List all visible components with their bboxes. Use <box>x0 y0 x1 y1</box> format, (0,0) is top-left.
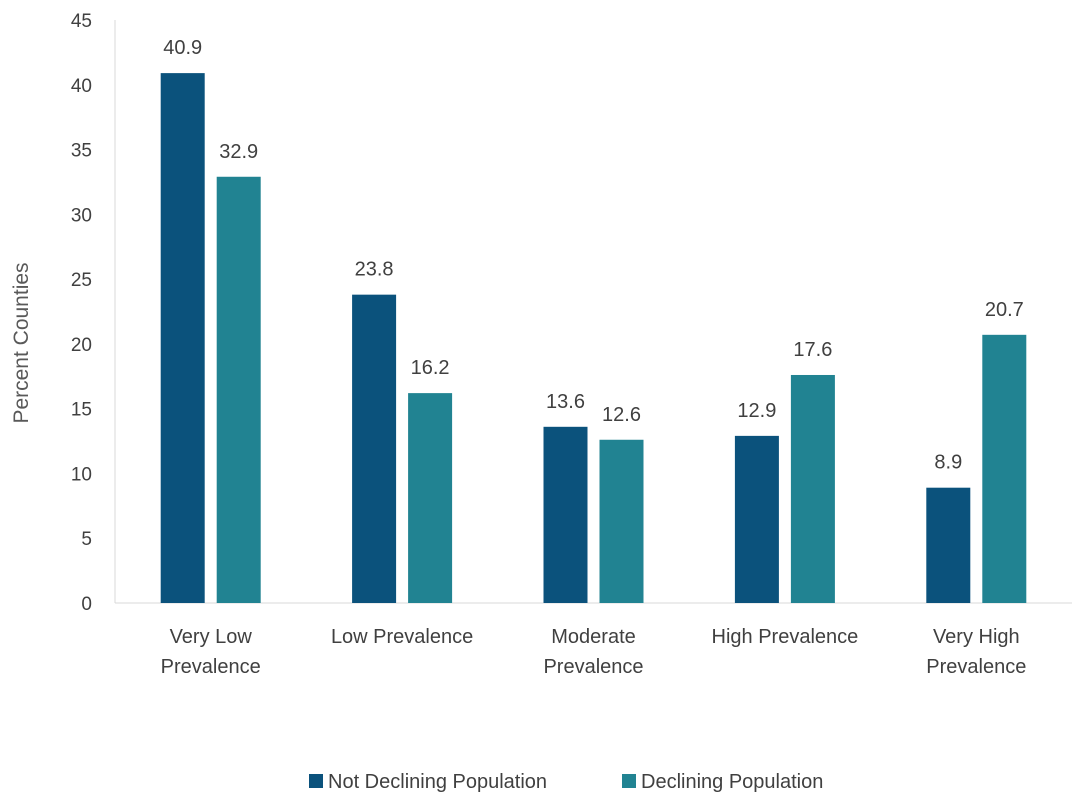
y-tick-label: 35 <box>71 141 92 162</box>
data-label: 32.9 <box>219 141 258 163</box>
y-axis-ticks: 0 5 10 15 20 25 30 35 40 45 <box>71 11 92 615</box>
legend-label: Not Declining Population <box>328 771 547 793</box>
bar <box>543 426 588 603</box>
bar <box>216 176 261 604</box>
y-tick-label: 25 <box>71 270 92 291</box>
x-category-label: Very Low <box>170 626 253 648</box>
axes <box>114 20 1072 604</box>
y-tick-label: 10 <box>71 464 92 485</box>
bar <box>408 393 453 603</box>
y-tick-label: 40 <box>71 76 92 97</box>
x-axis-category-labels: Very Low Prevalence Low Prevalence Moderate… <box>161 626 1027 678</box>
bar <box>734 435 779 603</box>
data-label: 12.6 <box>602 404 641 426</box>
x-category-label: Moderate <box>551 626 636 648</box>
data-label: 17.6 <box>793 339 832 361</box>
data-label: 12.9 <box>737 400 776 422</box>
x-category-label: Very High <box>933 626 1020 648</box>
legend-swatch <box>622 774 636 788</box>
data-label: 16.2 <box>411 357 450 379</box>
bar <box>982 334 1027 603</box>
y-tick-label: 30 <box>71 205 92 226</box>
x-category-label: Low Prevalence <box>331 626 473 648</box>
bar <box>599 439 644 603</box>
data-label: 8.9 <box>934 452 962 474</box>
bar <box>926 487 971 603</box>
legend-label: Declining Population <box>641 771 823 793</box>
x-category-label: High Prevalence <box>712 626 859 648</box>
x-category-label: Prevalence <box>161 656 261 678</box>
bar <box>790 374 835 603</box>
legend-swatch <box>309 774 323 788</box>
y-tick-label: 20 <box>71 335 92 356</box>
x-category-label: Prevalence <box>543 656 643 678</box>
bars <box>160 73 1027 604</box>
x-category-label: Prevalence <box>926 656 1026 678</box>
legend: Not Declining Population Declining Popula… <box>309 771 823 793</box>
y-tick-label: 15 <box>71 400 92 421</box>
data-label: 40.9 <box>163 37 202 59</box>
data-label: 20.7 <box>985 299 1024 321</box>
data-label: 23.8 <box>355 259 394 281</box>
y-tick-label: 5 <box>81 529 92 550</box>
data-labels: 40.9 32.9 23.8 16.2 13.6 12.6 12.9 17.6 8.9 20.7 <box>163 37 1024 474</box>
data-label: 13.6 <box>546 391 585 413</box>
y-tick-label: 45 <box>71 11 92 32</box>
bar <box>160 73 205 603</box>
y-axis-title: Percent Counties <box>10 262 33 423</box>
y-tick-label: 0 <box>81 594 92 615</box>
bar <box>352 294 397 603</box>
